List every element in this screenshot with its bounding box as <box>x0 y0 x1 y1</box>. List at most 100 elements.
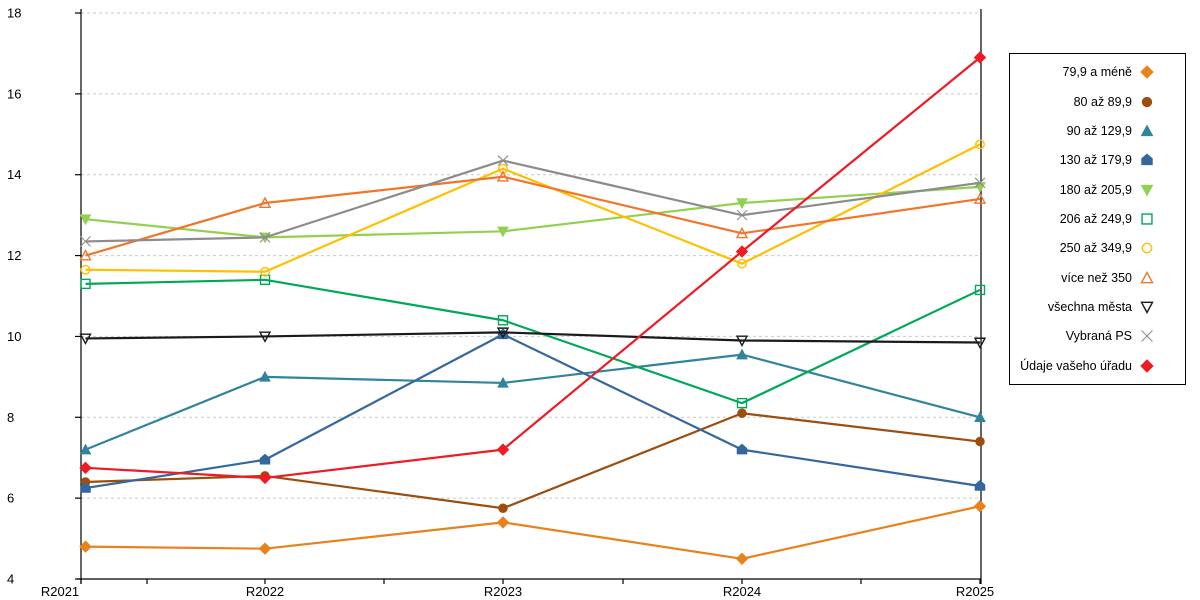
legend-item: 130 až 179,9 <box>1010 147 1185 173</box>
triangle-up-marker <box>259 370 271 382</box>
x-axis-label: R2021 <box>41 584 79 599</box>
circle-legend-icon <box>1141 242 1153 254</box>
square-marker <box>497 315 509 326</box>
triangle-up-marker <box>973 192 987 204</box>
circle-marker <box>1141 96 1153 107</box>
triangle-down-legend-icon <box>1140 184 1154 197</box>
series-line-3 <box>85 333 981 490</box>
diamond-marker <box>1140 358 1154 373</box>
pentagon-marker <box>736 443 748 455</box>
triangle-up-marker <box>736 348 748 360</box>
triangle-down-marker <box>497 226 509 238</box>
triangle-up-marker <box>735 226 749 239</box>
diamond-marker <box>496 516 510 529</box>
legend-label: Údaje vašeho úřadu <box>1020 358 1132 373</box>
legend-item: 90 až 129,9 <box>1010 118 1185 144</box>
y-axis-label: 4 <box>7 572 14 587</box>
circle-marker <box>737 258 747 269</box>
series-4 <box>79 182 986 244</box>
series-0 <box>79 500 987 565</box>
circle-marker <box>80 264 91 275</box>
x-axis-label: R2023 <box>484 584 522 599</box>
series-6 <box>80 139 985 277</box>
x-marker <box>80 236 91 247</box>
diamond-marker <box>973 500 987 513</box>
diamond-legend-icon <box>1140 65 1154 80</box>
legend-item: Údaje vašeho úřadu <box>1010 353 1185 379</box>
x-marker <box>259 231 271 243</box>
diamond-legend-icon <box>1140 358 1154 373</box>
series-10 <box>79 51 987 485</box>
legend-label: 90 až 129,9 <box>1066 123 1132 138</box>
diamond-marker <box>973 51 987 64</box>
pentagon-marker <box>80 482 91 493</box>
legend-item: 250 až 349,9 <box>1010 235 1185 261</box>
series-9 <box>80 155 986 247</box>
circle-marker <box>498 503 508 513</box>
x-marker <box>1141 330 1153 343</box>
y-axis-label: 6 <box>7 491 14 506</box>
triangle-down-marker <box>973 337 987 349</box>
diamond-marker <box>1140 65 1154 80</box>
series-line-1 <box>85 412 981 510</box>
series-line-9 <box>85 159 981 243</box>
triangle-down-marker <box>496 327 510 339</box>
diamond-marker <box>735 552 749 565</box>
series-8 <box>79 327 987 349</box>
x-marker <box>497 155 509 166</box>
triangle-up-marker <box>497 376 509 388</box>
legend-label: více než 350 <box>1061 270 1132 285</box>
diamond-marker <box>496 443 510 456</box>
series-2 <box>79 348 986 455</box>
triangle-up-marker <box>974 411 986 423</box>
triangle-down-marker <box>1140 301 1154 314</box>
chart-legend: 79,9 a méně 80 až 89,9 90 až 129,9 130 až 1… <box>1009 53 1186 385</box>
triangle-down-marker <box>79 214 92 226</box>
series-line-7 <box>85 175 981 257</box>
circle-marker <box>260 266 270 277</box>
legend-item: 206 až 249,9 <box>1010 206 1185 232</box>
triangle-up-marker <box>79 443 92 455</box>
triangle-down-marker <box>258 331 272 343</box>
y-axis-label: 18 <box>7 6 21 21</box>
legend-label: Vybraná PS <box>1065 329 1132 344</box>
circle-marker <box>1141 242 1153 254</box>
legend-item: 180 až 205,9 <box>1010 177 1185 203</box>
series-line-0 <box>85 505 981 560</box>
square-legend-icon <box>1141 213 1153 225</box>
diamond-marker <box>79 461 92 475</box>
legend-item: více než 350 <box>1010 265 1185 291</box>
x-axis-label: R2022 <box>246 584 284 599</box>
series-7 <box>79 170 987 261</box>
legend-label: 206 až 249,9 <box>1059 211 1132 226</box>
y-axis-label: 12 <box>7 248 21 263</box>
pentagon-marker <box>259 453 271 465</box>
triangle-up-marker <box>1140 270 1154 283</box>
circle-marker <box>975 436 985 447</box>
triangle-up-marker <box>258 196 272 208</box>
triangle-down-legend-icon <box>1140 301 1154 314</box>
diamond-marker <box>258 542 272 555</box>
series-3 <box>80 328 986 493</box>
triangle-down-marker <box>735 335 749 347</box>
square-marker <box>80 278 91 290</box>
legend-item: 79,9 a méně <box>1010 59 1185 85</box>
series-line-2 <box>85 353 981 451</box>
triangle-up-marker <box>496 170 510 182</box>
diamond-marker <box>79 540 92 553</box>
legend-item: Vybraná PS <box>1010 323 1185 349</box>
series-line-10 <box>85 56 981 480</box>
x-legend-icon <box>1141 330 1153 343</box>
legend-label: všechna města <box>1047 299 1132 314</box>
series-line-6 <box>85 143 981 273</box>
triangle-down-marker <box>1140 184 1154 197</box>
x-marker <box>974 177 986 189</box>
diamond-marker <box>735 245 749 258</box>
circle-legend-icon <box>1141 96 1153 107</box>
legend-label: 180 až 205,9 <box>1059 182 1132 197</box>
square-marker <box>1141 213 1153 225</box>
pentagon-marker <box>1141 153 1153 166</box>
square-marker <box>736 397 748 409</box>
